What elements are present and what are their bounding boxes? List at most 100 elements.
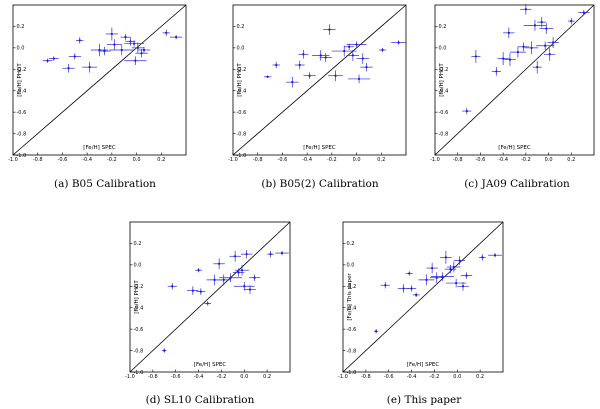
data-point: [517, 42, 530, 52]
point-marker: [243, 285, 246, 288]
data-point: [244, 285, 256, 294]
x-tick-label: -0.2: [430, 374, 440, 380]
y-tick-label: 0.0: [237, 46, 245, 52]
chart-panel-1: -1.0 -0.8 -0.6 -0.4 -0.2 0.0 0.2 -1.0 -0.8 -0.6 -0…: [8, 4, 187, 190]
y-tick-label: -1.0: [347, 370, 357, 376]
point-marker: [548, 53, 551, 56]
point-marker: [67, 67, 70, 70]
point-marker: [248, 288, 252, 291]
point-marker: [302, 53, 305, 56]
x-tick-label: -0.4: [194, 374, 204, 380]
point-marker: [435, 276, 438, 279]
point-marker: [171, 285, 174, 288]
point-marker: [298, 63, 301, 67]
point-marker: [245, 253, 248, 256]
y-axis-label: [Fe/H] PHOT: [237, 63, 243, 97]
chart-panel-5: -1.0 -0.8 -0.6 -0.4 -0.2 0.0 0.2 -1.0 -0.8 -0.6 -0…: [338, 221, 504, 406]
point-marker: [240, 269, 244, 272]
y-tick-label: -0.6: [17, 110, 27, 116]
point-marker: [197, 269, 200, 272]
x-tick-label: -0.4: [498, 157, 508, 163]
x-tick-label: -0.4: [407, 374, 417, 380]
point-marker: [465, 109, 468, 113]
data-point: [196, 288, 206, 295]
point-marker: [98, 48, 101, 52]
data-point: [98, 46, 111, 56]
point-marker: [291, 81, 294, 84]
y-tick-label: -0.8: [347, 348, 357, 354]
data-point: [491, 67, 501, 76]
point-marker: [229, 276, 232, 279]
data-point: [263, 75, 272, 78]
data-point: [347, 74, 371, 84]
data-point: [488, 253, 502, 258]
point-marker: [213, 278, 216, 281]
x-tick-label: 0.0: [545, 157, 553, 163]
x-axis-label: [Fe/H] SPEC: [194, 362, 227, 368]
point-marker: [474, 55, 477, 58]
data-point: [267, 250, 274, 258]
point-marker: [533, 24, 537, 27]
panel-caption: (a) B05 Calibration: [54, 178, 156, 190]
data-point: [125, 37, 136, 46]
y-tick-label: 0.0: [17, 46, 25, 52]
point-marker: [191, 289, 194, 292]
y-tick-label: -0.8: [134, 348, 144, 354]
x-axis-label: [Fe/H] SPEC: [83, 145, 116, 151]
y-tick-label: 0.2: [134, 241, 142, 247]
point-marker: [280, 251, 284, 255]
data-point: [135, 48, 148, 58]
point-marker: [237, 271, 240, 274]
data-point: [124, 56, 147, 65]
y-tick-label: -0.6: [134, 327, 144, 333]
point-marker: [120, 48, 123, 52]
point-marker: [582, 11, 585, 14]
y-tick-label: -0.4: [439, 89, 449, 95]
data-point: [447, 261, 461, 273]
plot-frame: [434, 4, 595, 156]
one-to-one-line: [342, 221, 504, 373]
data-point: [418, 274, 435, 286]
data-point: [523, 20, 547, 31]
data-point: [298, 50, 309, 59]
x-tick-label: -1.0: [338, 374, 348, 380]
x-tick-label: 0.2: [157, 157, 165, 163]
data-point: [532, 60, 542, 74]
point-marker: [536, 66, 539, 69]
point-marker: [275, 63, 278, 67]
data-point: [169, 35, 183, 40]
data-point: [195, 268, 202, 273]
x-tick-label: -0.6: [171, 374, 181, 380]
data-point: [537, 16, 547, 28]
data-point: [219, 273, 242, 282]
point-marker: [129, 40, 132, 43]
point-marker: [351, 54, 354, 57]
data-point: [312, 50, 330, 61]
data-point: [204, 301, 212, 306]
y-tick-label: -0.4: [237, 89, 247, 95]
data-point: [346, 41, 367, 48]
y-tick-label: -0.4: [134, 306, 144, 312]
data-point: [444, 264, 457, 274]
y-tick-label: -0.8: [237, 131, 247, 137]
x-tick-label: 0.0: [453, 374, 461, 380]
y-tick-label: 0.2: [237, 24, 245, 30]
data-point: [76, 37, 84, 44]
one-to-one-line: [434, 4, 595, 156]
one-to-one-line: [129, 221, 291, 373]
x-tick-label: -0.8: [453, 157, 463, 163]
y-tick-label: -0.2: [17, 67, 27, 73]
point-marker: [175, 36, 178, 39]
point-marker: [199, 290, 202, 293]
point-marker: [253, 276, 256, 279]
data-point: [137, 46, 151, 54]
point-marker: [402, 287, 405, 290]
x-tick-label: 0.0: [353, 157, 361, 163]
point-marker: [458, 259, 461, 262]
point-marker: [355, 43, 358, 46]
data-point: [457, 282, 469, 291]
point-marker: [415, 293, 418, 296]
data-point: [286, 76, 299, 88]
y-tick-label: -0.4: [347, 306, 357, 312]
one-to-one-line: [232, 4, 407, 156]
